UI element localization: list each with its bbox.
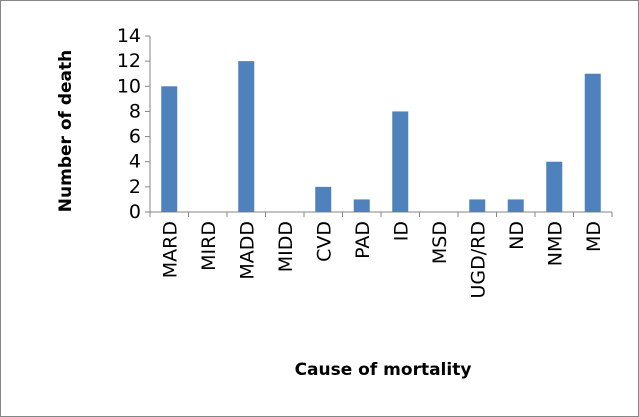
- x-tick-label: MIRD: [198, 221, 220, 271]
- x-tick-label: ND: [506, 221, 528, 250]
- bar-pad: [353, 199, 370, 212]
- x-tick-label: ID: [390, 221, 412, 241]
- x-tick-label: UGD/RD: [467, 221, 489, 299]
- y-tick-label: 4: [129, 151, 141, 173]
- x-tick-label: MIDD: [275, 221, 297, 272]
- x-axis-title: Cause of mortality: [295, 360, 472, 380]
- x-tick-label: PAD: [352, 221, 374, 259]
- x-axis: MARD MIRD MADD MIDD CVD PAD ID MSD UGD/RD ND NMD MD: [149, 211, 613, 299]
- y-tick-label: 6: [129, 126, 141, 148]
- x-tick-label: NMD: [544, 221, 566, 266]
- x-tick-label: MD: [583, 221, 605, 252]
- y-tick-label: 8: [129, 100, 141, 122]
- bar-nd: [507, 199, 524, 212]
- y-axis-title: Number of death: [56, 50, 76, 212]
- bar-nmd: [546, 161, 563, 212]
- x-tick-label: MARD: [159, 221, 181, 278]
- bar-md: [584, 73, 601, 212]
- x-tick-label: CVD: [313, 221, 335, 262]
- y-tick-label: 0: [129, 201, 141, 223]
- x-tick-label: MADD: [236, 221, 258, 280]
- y-tick-label: 14: [117, 25, 141, 47]
- y-axis: 0 2 4 6 8 10 12 14: [117, 25, 151, 223]
- bar-cvd: [315, 186, 332, 212]
- bar-ugd-rd: [469, 199, 486, 212]
- bar-mard: [161, 86, 178, 212]
- y-tick-label: 12: [117, 50, 141, 72]
- x-tick-label: MSD: [429, 221, 451, 264]
- bar-madd: [238, 61, 255, 213]
- y-tick-label: 10: [117, 75, 141, 97]
- bar-id: [392, 111, 409, 212]
- y-tick-label: 2: [129, 176, 141, 198]
- bars: [161, 61, 601, 213]
